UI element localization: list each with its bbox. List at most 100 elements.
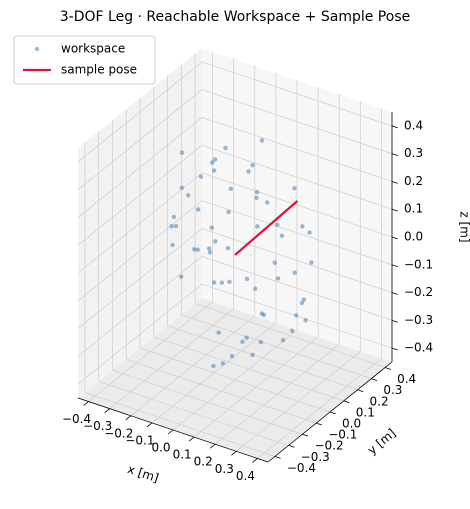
grid-line	[201, 61, 393, 127]
tick-mark	[329, 411, 336, 415]
legend-label: workspace	[61, 42, 125, 56]
workspace-point	[259, 138, 265, 143]
y-tick-label: 0.1	[356, 405, 375, 419]
grid-line	[194, 303, 386, 368]
chart-title: 3-DOF Leg · Reachable Workspace + Sample…	[60, 9, 410, 25]
legend-box	[13, 35, 156, 85]
grid-line	[77, 228, 203, 329]
workspace-point	[254, 189, 260, 195]
workspace-point	[258, 339, 264, 345]
workspace-point	[265, 200, 270, 205]
tick-mark	[125, 415, 132, 421]
workspace-point	[261, 312, 267, 318]
legend-label: sample pose	[61, 63, 137, 77]
tick-mark	[391, 292, 398, 295]
tick-mark	[384, 367, 391, 370]
x-tick-label: −0.4	[62, 412, 91, 426]
y-tick-label: −0.3	[301, 450, 330, 464]
workspace-point	[244, 335, 249, 340]
tick-mark	[391, 264, 398, 268]
workspace-point	[244, 276, 250, 282]
workspace-point	[179, 274, 184, 279]
y-tick-label: 0.2	[370, 394, 389, 408]
z-tick-label: −0.4	[404, 341, 433, 355]
tick-mark	[274, 456, 281, 459]
x-tick-label: 0.0	[151, 441, 170, 455]
tick-mark	[391, 236, 398, 240]
workspace-point	[292, 186, 297, 191]
workspace-point	[179, 185, 185, 190]
tick-mark	[391, 153, 398, 156]
y-tick-label: 0.3	[383, 383, 402, 397]
workspace-point	[227, 279, 232, 284]
tick-mark	[391, 208, 398, 212]
grid-line	[112, 369, 303, 435]
workspace-point	[275, 222, 280, 227]
grid-line	[201, 89, 393, 155]
z-tick-label: −0.1	[404, 257, 433, 271]
workspace-point	[279, 233, 285, 239]
tick-mark	[371, 378, 378, 381]
z-axis-label: z [m]	[458, 211, 470, 242]
workspace-point	[192, 247, 197, 252]
workspace-point	[309, 260, 314, 265]
grid-line	[167, 325, 358, 391]
x-tick-label: −0.3	[83, 419, 112, 433]
workspace-point	[250, 352, 255, 358]
workspace-point	[209, 225, 214, 230]
y-axis-label: y [m]	[365, 426, 398, 457]
workspace-point	[212, 157, 218, 162]
tick-mark	[391, 125, 398, 129]
x-tick-label: −0.2	[104, 426, 133, 440]
grid-line	[201, 144, 393, 210]
grid-line	[153, 336, 344, 402]
workspace-point	[186, 193, 191, 198]
z-tick-label: 0.1	[404, 202, 423, 216]
z-tick-label: −0.2	[404, 285, 433, 299]
workspace-point	[206, 246, 212, 251]
y-tick-label: 0.4	[397, 372, 416, 386]
workspace-point	[229, 353, 235, 359]
tick-mark	[302, 433, 309, 437]
grid-line	[77, 89, 203, 190]
workspace-point	[195, 207, 201, 212]
z-tick-label: 0.3	[404, 146, 423, 160]
y-tick-label: −0.4	[287, 461, 316, 475]
grid-line	[77, 61, 203, 163]
workspace-point	[213, 239, 218, 244]
grid-line	[77, 283, 203, 385]
tick-mark	[83, 401, 89, 406]
workspace-point	[292, 270, 297, 275]
grid-line	[201, 172, 393, 238]
pose-line	[234, 200, 299, 256]
x-axis-label: x [m]	[126, 462, 161, 485]
workspace-point	[253, 286, 258, 291]
z-tick-label: 0.2	[404, 174, 423, 188]
workspace-point	[250, 162, 255, 168]
x-tick-label: −0.1	[125, 433, 154, 447]
workspace-point	[211, 168, 217, 173]
workspace-point	[299, 300, 305, 306]
z-tick-label: −0.3	[404, 313, 433, 327]
workspace-point	[307, 230, 312, 235]
tick-mark	[391, 181, 398, 184]
legend-marker	[34, 46, 40, 52]
grid-line	[77, 256, 203, 357]
tick-mark	[188, 436, 195, 442]
workspace-point	[303, 318, 308, 323]
x-axis-line	[77, 397, 269, 463]
z-tick-label: 0.0	[404, 230, 423, 244]
tick-mark	[252, 458, 258, 463]
workspace-point	[210, 160, 215, 165]
workspace-point	[246, 169, 251, 174]
workspace-point	[173, 223, 179, 229]
workspace-point	[219, 280, 225, 285]
y-tick-label: 0.0	[342, 417, 361, 431]
workspace-point	[228, 186, 234, 191]
workspace-point	[211, 280, 217, 285]
y-tick-label: −0.2	[314, 439, 343, 453]
workspace-point	[301, 297, 307, 302]
workspace-point	[290, 328, 295, 334]
tick-mark	[167, 429, 174, 435]
